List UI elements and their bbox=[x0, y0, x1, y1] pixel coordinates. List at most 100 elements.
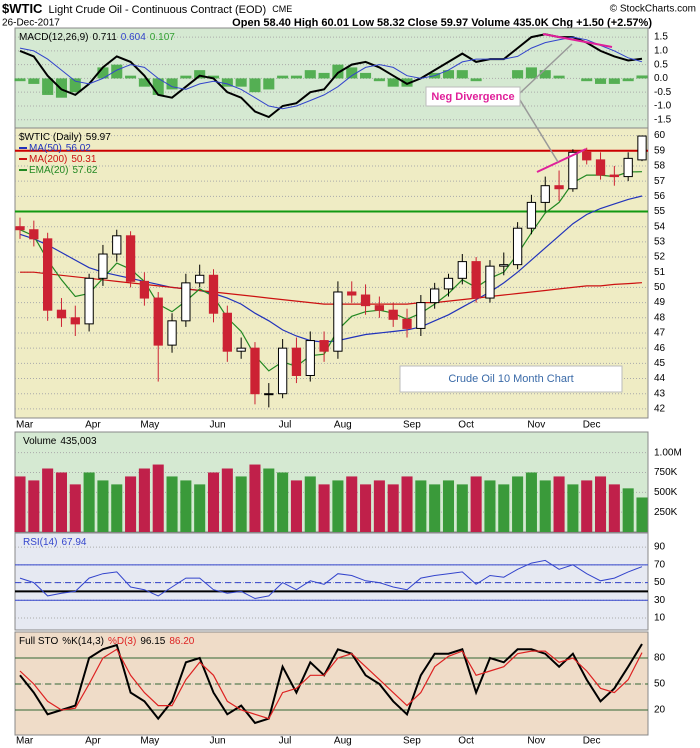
legend-name: MA(50) bbox=[29, 143, 62, 154]
y-tick-label: 1.5 bbox=[654, 32, 668, 43]
volume-bar bbox=[401, 476, 413, 532]
candle-body bbox=[319, 340, 329, 352]
series-line bbox=[19, 33, 643, 119]
candle-body bbox=[305, 340, 315, 376]
legend: $WTIC (Daily) 59.97 bbox=[19, 132, 111, 143]
volume-bar bbox=[14, 476, 26, 532]
y-tick-label: 70 bbox=[654, 559, 666, 570]
volume-bar bbox=[304, 476, 316, 532]
volume-bar bbox=[567, 484, 579, 532]
legend-value: 57.62 bbox=[72, 165, 97, 176]
y-tick-label: 55 bbox=[654, 206, 666, 217]
histogram-bar bbox=[97, 67, 109, 79]
y-tick-label: -1.0 bbox=[654, 101, 672, 112]
candle-body bbox=[208, 274, 219, 314]
y-tick-label: 54 bbox=[654, 221, 666, 232]
candle-body bbox=[195, 274, 205, 284]
histogram-bar bbox=[595, 78, 607, 84]
candle-body bbox=[360, 294, 371, 307]
y-tick-label: 49 bbox=[654, 297, 666, 308]
volume-bar bbox=[636, 497, 648, 532]
panel-background bbox=[14, 431, 649, 533]
y-tick-label: 90 bbox=[654, 542, 666, 553]
quote: Open 58.40 High 60.01 Low 58.32 Close 59… bbox=[232, 17, 652, 29]
x-tick-label: May bbox=[140, 736, 159, 747]
chart-caption: Crude Oil 10 Month Chart bbox=[448, 373, 573, 385]
x-tick-label: Jun bbox=[210, 736, 226, 747]
divergence-line bbox=[536, 148, 587, 173]
y-tick-label: 45 bbox=[654, 358, 666, 369]
volume-bar bbox=[595, 476, 607, 532]
legend-value: 96.15 bbox=[140, 636, 165, 647]
histogram-bar bbox=[442, 70, 455, 79]
volume-bar bbox=[539, 480, 551, 532]
volume-bar bbox=[608, 484, 620, 532]
y-tick-label: 1.0 bbox=[654, 46, 668, 57]
legend-name: Volume bbox=[23, 436, 57, 447]
x-tick-label: Aug bbox=[334, 420, 352, 431]
y-tick-label: 58 bbox=[654, 161, 666, 172]
legend-title: Full STO bbox=[19, 636, 58, 647]
volume-bar bbox=[387, 484, 399, 532]
histogram-bar bbox=[263, 78, 275, 90]
volume-bar bbox=[263, 468, 275, 532]
histogram-bar bbox=[470, 78, 482, 82]
histogram-bar bbox=[207, 75, 220, 79]
candle-body bbox=[499, 264, 509, 267]
legend-name: %D(3) bbox=[108, 636, 136, 647]
candle-body bbox=[125, 235, 136, 282]
y-tick-label: 1.00M bbox=[654, 447, 682, 458]
volume-bar bbox=[498, 484, 510, 532]
x-tick-label: Dec bbox=[583, 420, 601, 431]
volume-bar bbox=[360, 484, 372, 532]
legend-name: MA(200) bbox=[29, 154, 67, 165]
volume-bar bbox=[207, 472, 220, 532]
histogram-bar bbox=[360, 72, 372, 79]
panel-background bbox=[14, 27, 649, 129]
x-tick-label: Mar bbox=[16, 420, 34, 431]
volume-bar bbox=[484, 480, 496, 532]
candle-body bbox=[70, 317, 80, 325]
legend: EMA(20) 57.62 bbox=[29, 165, 98, 176]
y-tick-label: 56 bbox=[654, 191, 666, 202]
legend-name: %K(14,3) bbox=[62, 636, 104, 647]
candle-body bbox=[56, 309, 67, 319]
date: 26-Dec-2017 bbox=[2, 18, 60, 29]
y-tick-label: 750K bbox=[654, 467, 678, 478]
candle-body bbox=[153, 297, 163, 346]
volume-bar bbox=[442, 480, 455, 532]
histogram-bar bbox=[581, 78, 593, 82]
exchange: CME bbox=[272, 4, 292, 14]
x-tick-label: Jul bbox=[279, 420, 292, 431]
candle-body bbox=[526, 201, 537, 229]
chart-caption-box bbox=[399, 365, 623, 393]
volume-bar bbox=[42, 468, 54, 532]
legend-value: 86.20 bbox=[169, 636, 194, 647]
y-tick-label: 52 bbox=[654, 252, 666, 263]
histogram-bar bbox=[387, 78, 399, 87]
legend: MA(50) 56.02 bbox=[29, 143, 91, 154]
volume-bar bbox=[332, 480, 344, 532]
x-tick-label: Nov bbox=[527, 736, 545, 747]
histogram-bar bbox=[180, 75, 192, 79]
header-title: $WTIC Light Crude Oil - Continuous Contr… bbox=[2, 1, 292, 16]
divergence-line bbox=[542, 33, 613, 48]
y-tick-label: 44 bbox=[654, 373, 666, 384]
histogram-bar bbox=[622, 78, 634, 82]
y-tick-label: 20 bbox=[654, 705, 666, 716]
legend-title: MACD(12,26,9) bbox=[19, 32, 88, 43]
volume-bar bbox=[180, 480, 192, 532]
x-tick-label: Nov bbox=[527, 420, 545, 431]
histogram-bar bbox=[235, 78, 247, 87]
y-tick-label: 60 bbox=[654, 130, 666, 141]
candle-body bbox=[595, 159, 606, 176]
volume-bar bbox=[111, 484, 123, 532]
y-tick-label: 250K bbox=[654, 507, 678, 518]
histogram-bar bbox=[553, 75, 565, 79]
y-tick-label: 57 bbox=[654, 176, 666, 187]
histogram-bar bbox=[166, 78, 178, 90]
histogram-bar bbox=[14, 78, 26, 82]
candle-body bbox=[264, 393, 274, 396]
legend-value: 0.107 bbox=[150, 32, 175, 43]
